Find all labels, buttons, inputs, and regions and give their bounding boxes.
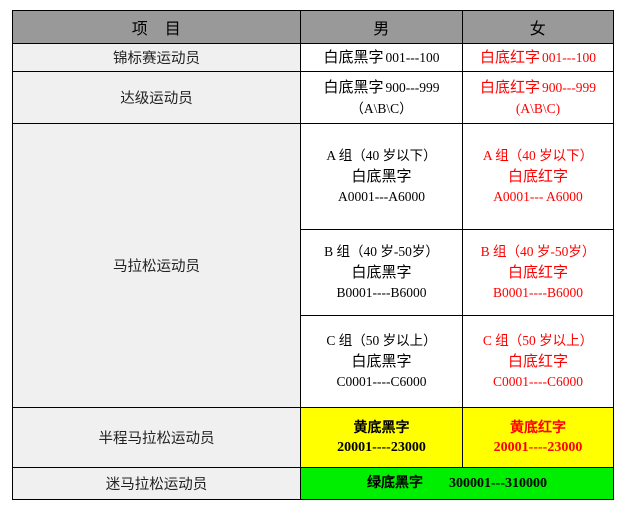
range-text: 900---999: [542, 79, 596, 95]
desc-text: 白底红字: [507, 352, 568, 370]
value-marathon-c-female: C 组（50 岁以上） 白底红字 C0001----C6000: [462, 315, 614, 408]
range-text: C0001----C6000: [336, 374, 427, 390]
table-row: B 组（40 岁-50岁） 白底黑字 B0001----B6000 B 组（40…: [13, 229, 614, 316]
range-text: 900---999: [385, 79, 440, 95]
range-text: 300001---310000: [449, 476, 547, 492]
range-text: 20001----23000: [337, 439, 426, 455]
desc-text: 白底黑字: [351, 352, 412, 370]
category-half-marathon: 半程马拉松运动员: [12, 407, 301, 468]
range-text: B0001----B6000: [336, 285, 427, 301]
category-championship: 锦标赛运动员: [12, 43, 301, 72]
note-text: (A\B\C): [515, 100, 561, 116]
group-text: C 组（50 岁以上）: [482, 333, 594, 349]
value-mini-marathon: 绿底黑字 300001---310000: [300, 467, 614, 500]
desc-text: 黄底红字: [510, 419, 566, 436]
value-grade-male: 白底黑字 900---999 （A\B\C）: [300, 71, 463, 124]
range-text: A0001--- A6000: [493, 189, 583, 205]
group-text: B 组（40 岁-50岁）: [480, 244, 596, 260]
bib-number-table: 项 目 男 女 锦标赛运动员 白底黑字 001---100 白底红字 001---1…: [12, 10, 614, 500]
header-cell-item: 项 目: [12, 10, 301, 44]
group-text: C 组（50 岁以上）: [326, 333, 437, 349]
header-cell-male: 男: [300, 10, 463, 44]
group-text: A 组（40 岁以下）: [326, 148, 437, 164]
value-marathon-a-female: A 组（40 岁以下） 白底红字 A0001--- A6000: [462, 123, 614, 230]
range-text: C0001----C6000: [493, 374, 583, 390]
desc-text: 黄底黑字: [353, 419, 410, 436]
value-championship-male: 白底黑字 001---100: [300, 43, 463, 72]
desc-text: 白底黑字: [323, 78, 384, 96]
value-marathon-a-male: A 组（40 岁以下） 白底黑字 A0001---A6000: [300, 123, 463, 230]
range-text: 001---100: [385, 49, 440, 65]
value-marathon-c-male: C 组（50 岁以上） 白底黑字 C0001----C6000: [300, 315, 463, 408]
value-half-marathon-male: 黄底黑字 20001----23000: [300, 407, 463, 468]
desc-text: 白底红字: [507, 263, 568, 281]
desc-text: 白底黑字: [351, 263, 412, 281]
group-text: B 组（40 岁-50岁）: [324, 244, 439, 260]
desc-text: 白底黑字: [323, 48, 384, 66]
range-text: 20001----23000: [493, 439, 583, 455]
value-marathon-b-male: B 组（40 岁-50岁） 白底黑字 B0001----B6000: [300, 229, 463, 316]
note-text: （A\B\C）: [350, 100, 413, 116]
range-text: A0001---A6000: [338, 189, 425, 205]
value-grade-female: 白底红字 900---999 (A\B\C): [462, 71, 614, 124]
group-text: A 组（40 岁以下）: [482, 148, 594, 164]
table-row: C 组（50 岁以上） 白底黑字 C0001----C6000 C 组（50 岁…: [13, 315, 614, 408]
table-row: 半程马拉松运动员 黄底黑字 20001----23000 黄底红字 20001-…: [12, 407, 614, 468]
table-row: 迷马拉松运动员 绿底黑字 300001---310000: [12, 467, 614, 500]
desc-text: 白底红字: [479, 78, 540, 96]
category-marathon: 马拉松运动员: [12, 123, 301, 408]
value-half-marathon-female: 黄底红字 20001----23000: [462, 407, 614, 468]
range-text: B0001----B6000: [493, 285, 583, 301]
desc-text: 白底红字: [507, 167, 568, 185]
category-mini-marathon: 迷马拉松运动员: [12, 467, 301, 500]
table-row: 锦标赛运动员 白底黑字 001---100 白底红字 001---100: [12, 43, 614, 72]
table-header-row: 项 目 男 女: [12, 10, 614, 44]
desc-text: 白底红字: [479, 48, 540, 66]
desc-text: 绿底黑字: [367, 474, 423, 491]
category-grade: 达级运动员: [12, 71, 301, 124]
value-marathon-b-female: B 组（40 岁-50岁） 白底红字 B0001----B6000: [462, 229, 614, 316]
table-row: 马拉松运动员 A 组（40 岁以下） 白底黑字 A0001---A6000 A …: [12, 123, 614, 408]
value-championship-female: 白底红字 001---100: [462, 43, 614, 72]
table-row: 达级运动员 白底黑字 900---999 （A\B\C） 白底红字 900---99…: [12, 71, 614, 124]
desc-text: 白底黑字: [351, 167, 412, 185]
range-text: 001---100: [542, 49, 596, 65]
header-cell-female: 女: [462, 10, 614, 44]
